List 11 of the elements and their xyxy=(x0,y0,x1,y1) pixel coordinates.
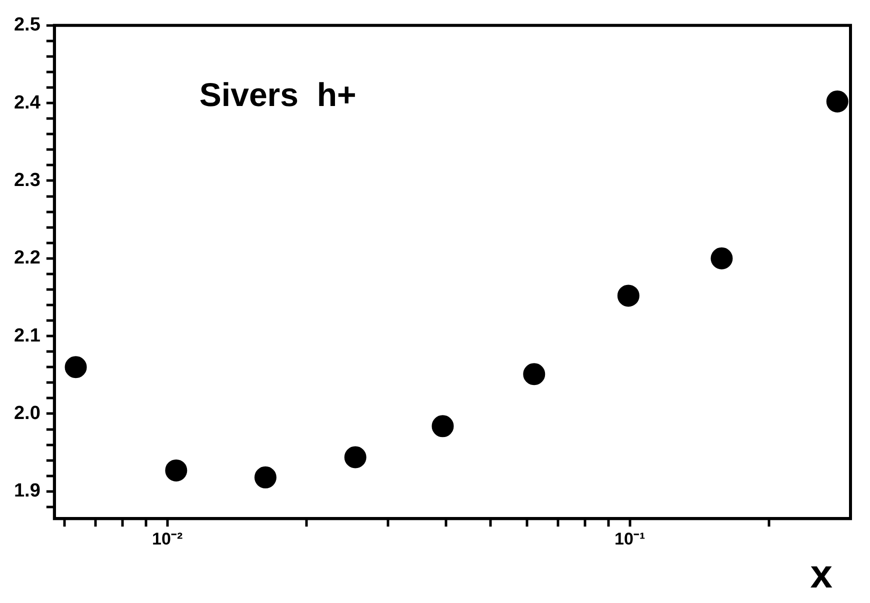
y-tick-label: 1.9 xyxy=(14,480,40,502)
x-tick-label: 10⁻¹ xyxy=(614,529,646,548)
y-tick-label: 2.1 xyxy=(14,325,41,346)
y-tick-label: 2.4 xyxy=(14,92,41,114)
x-axis-title: x xyxy=(810,552,832,597)
y-tick-label: 2.3 xyxy=(14,170,40,191)
y-tick-label: 2.2 xyxy=(14,248,40,269)
y-tick-label: 2.5 xyxy=(14,14,41,36)
annotation: Sivers h+ xyxy=(199,76,356,113)
x-tick-label: 10⁻² xyxy=(152,529,183,548)
y-tick-label: 2.0 xyxy=(14,402,40,424)
